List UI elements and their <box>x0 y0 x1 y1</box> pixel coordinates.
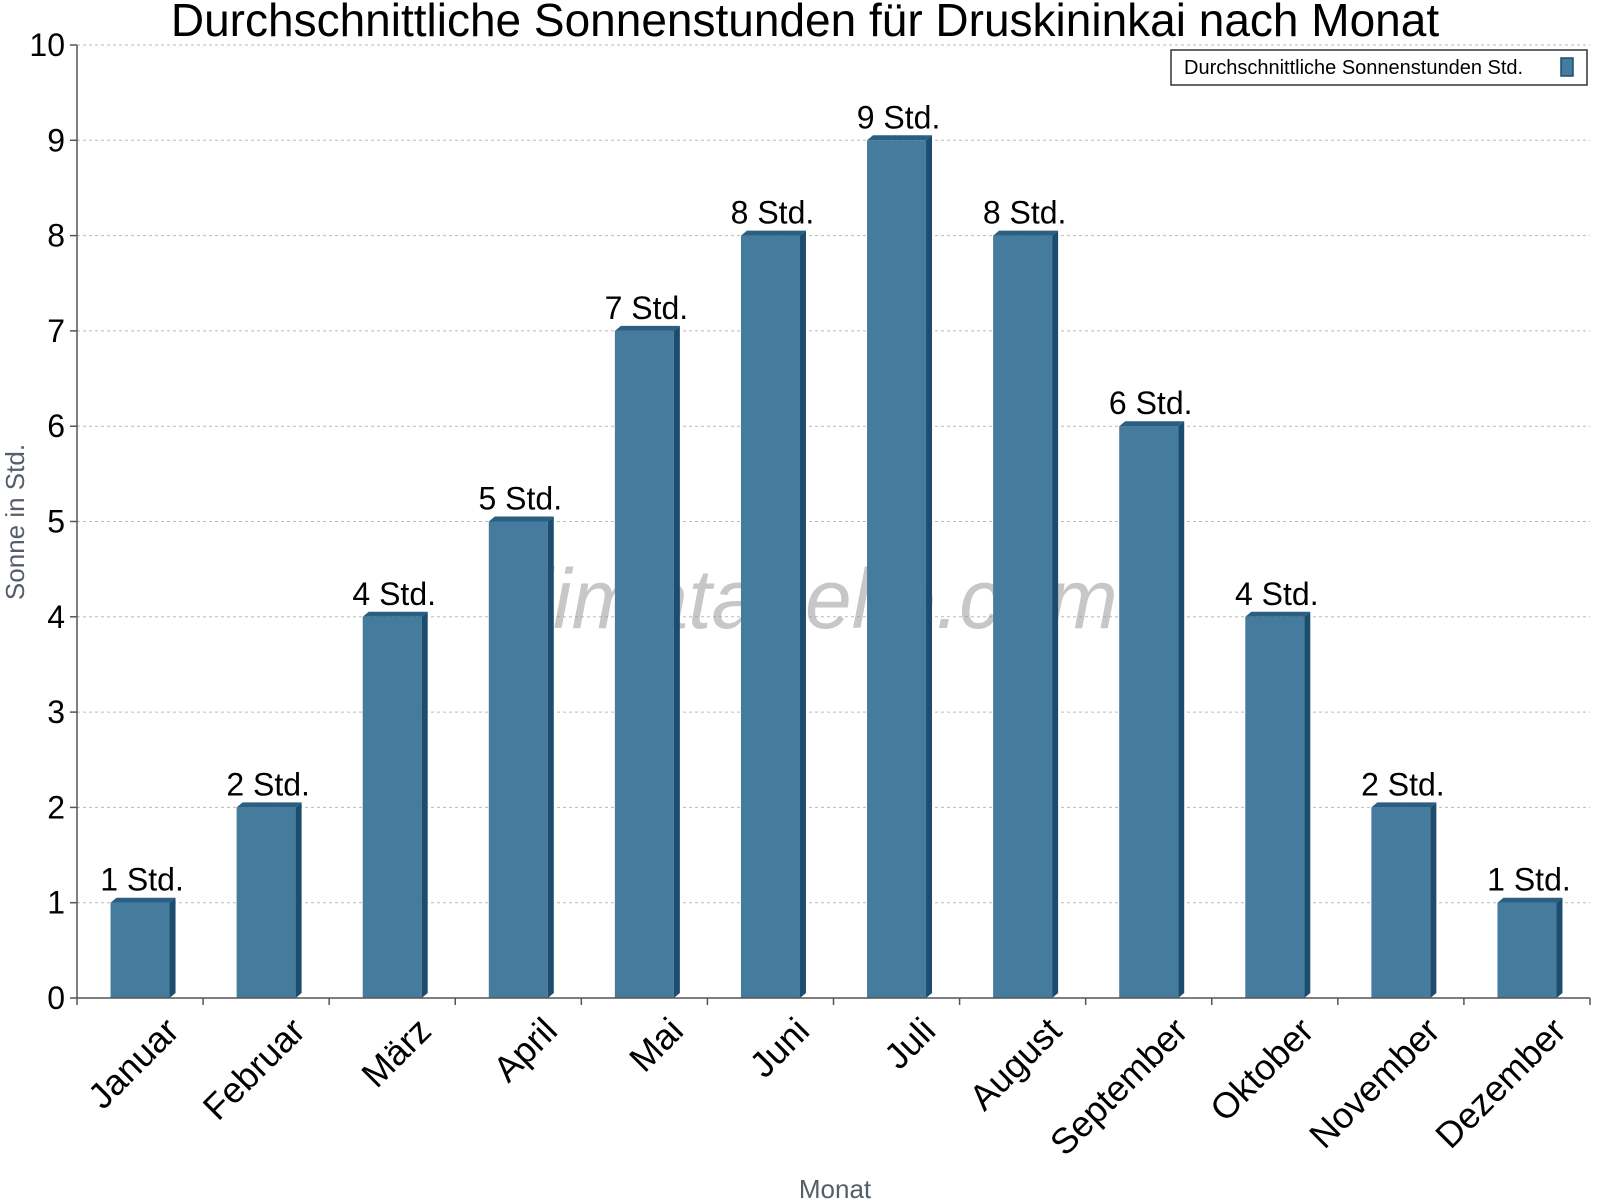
bars <box>110 135 1563 999</box>
value-labels: 1 Std. 2 Std. 4 Std. 5 Std. 7 Std. 8 Std. 9 St… <box>100 99 1571 897</box>
bar-februar <box>236 802 302 998</box>
x-tick-label: Dezember <box>1427 1010 1573 1156</box>
bar <box>488 521 548 998</box>
bar-side <box>1556 897 1563 998</box>
x-tick-label: Februar <box>195 1010 313 1128</box>
bar-märz <box>362 611 428 998</box>
x-tick-label: September <box>1042 1010 1196 1164</box>
value-label: 8 Std. <box>983 195 1067 231</box>
y-tick-label: 5 <box>47 504 65 540</box>
y-tick-label: 4 <box>47 599 65 635</box>
value-label: 9 Std. <box>857 99 941 135</box>
x-tick-label: November <box>1301 1010 1447 1156</box>
bar-oktober <box>1245 611 1311 998</box>
x-tick-label: Oktober <box>1202 1010 1322 1130</box>
y-tick-label: 8 <box>47 218 65 254</box>
y-tick-label: 3 <box>47 694 65 730</box>
y-tick-label: 2 <box>47 789 65 825</box>
bar-top <box>1119 421 1185 427</box>
x-tick-label: Mai <box>621 1010 691 1080</box>
bar-side <box>673 325 680 998</box>
bar <box>1119 426 1179 998</box>
bar-top <box>614 325 680 331</box>
bar <box>1371 807 1431 998</box>
bar-top <box>740 230 806 236</box>
bar-side <box>1052 230 1059 999</box>
bar-side <box>547 516 554 998</box>
x-tick-label: August <box>961 1010 1069 1118</box>
legend-swatch <box>1560 57 1574 77</box>
bar <box>110 902 170 998</box>
y-tick-label: 9 <box>47 122 65 158</box>
value-label: 5 Std. <box>478 481 562 517</box>
bar-side <box>1304 611 1311 998</box>
bar-top <box>867 135 933 141</box>
x-tick-label: Januar <box>80 1010 187 1117</box>
legend-label: Durchschnittliche Sonnenstunden Std. <box>1184 57 1523 79</box>
bar-side <box>1178 421 1185 998</box>
bar <box>740 235 800 999</box>
y-tick-label: 1 <box>47 885 65 921</box>
bar-august <box>993 230 1059 999</box>
bar-top <box>236 802 302 808</box>
value-label: 1 Std. <box>100 862 184 898</box>
x-tick-label: Juli <box>876 1010 943 1077</box>
bar-top <box>488 516 554 522</box>
bar-top <box>110 897 176 903</box>
bar-april <box>488 516 554 998</box>
bar <box>614 330 674 998</box>
y-tick-label: 0 <box>47 980 65 1016</box>
bar-top <box>1497 897 1563 903</box>
bar-side <box>169 897 176 998</box>
bar-november <box>1371 802 1437 998</box>
bar-september <box>1119 421 1185 998</box>
x-tick-label: Juni <box>741 1010 817 1086</box>
x-axis-title: Monat <box>799 1174 872 1200</box>
y-tick-label: 10 <box>29 27 65 63</box>
y-tick-label: 7 <box>47 313 65 349</box>
bar-dezember <box>1497 897 1563 998</box>
bar-top <box>1371 802 1437 808</box>
value-label: 2 Std. <box>1361 766 1445 802</box>
chart-title: Durchschnittliche Sonnenstunden für Drus… <box>171 0 1439 46</box>
bar-side <box>295 802 302 998</box>
value-label: 4 Std. <box>1235 576 1319 612</box>
bar-juni <box>740 230 806 999</box>
value-label: 7 Std. <box>605 290 689 326</box>
value-label: 4 Std. <box>352 576 436 612</box>
bar <box>867 140 927 999</box>
bar-side <box>421 611 428 998</box>
bar-juli <box>867 135 933 999</box>
bar-side <box>1430 802 1437 998</box>
bar-top <box>993 230 1059 236</box>
bar <box>1245 616 1305 998</box>
bar-top <box>362 611 428 617</box>
y-tick-label: 6 <box>47 408 65 444</box>
bar <box>236 807 296 998</box>
value-label: 2 Std. <box>226 766 310 802</box>
value-label: 1 Std. <box>1487 862 1571 898</box>
x-tick-label: April <box>485 1010 565 1090</box>
bar-top <box>1245 611 1311 617</box>
y-axis-title: Sonne in Std. <box>0 444 30 600</box>
bar-side <box>926 135 933 999</box>
bar-mai <box>614 325 680 998</box>
legend-box <box>1170 49 1588 86</box>
bar-januar <box>110 897 176 998</box>
gridlines <box>77 44 1590 904</box>
bar <box>993 235 1053 999</box>
bar <box>362 616 422 998</box>
value-label: 6 Std. <box>1109 385 1193 421</box>
value-label: 8 Std. <box>731 195 815 231</box>
legend: Durchschnittliche Sonnenstunden Std. <box>1170 49 1588 86</box>
bar-side <box>799 230 806 999</box>
x-tick-label: März <box>353 1010 439 1096</box>
bar <box>1497 902 1557 998</box>
